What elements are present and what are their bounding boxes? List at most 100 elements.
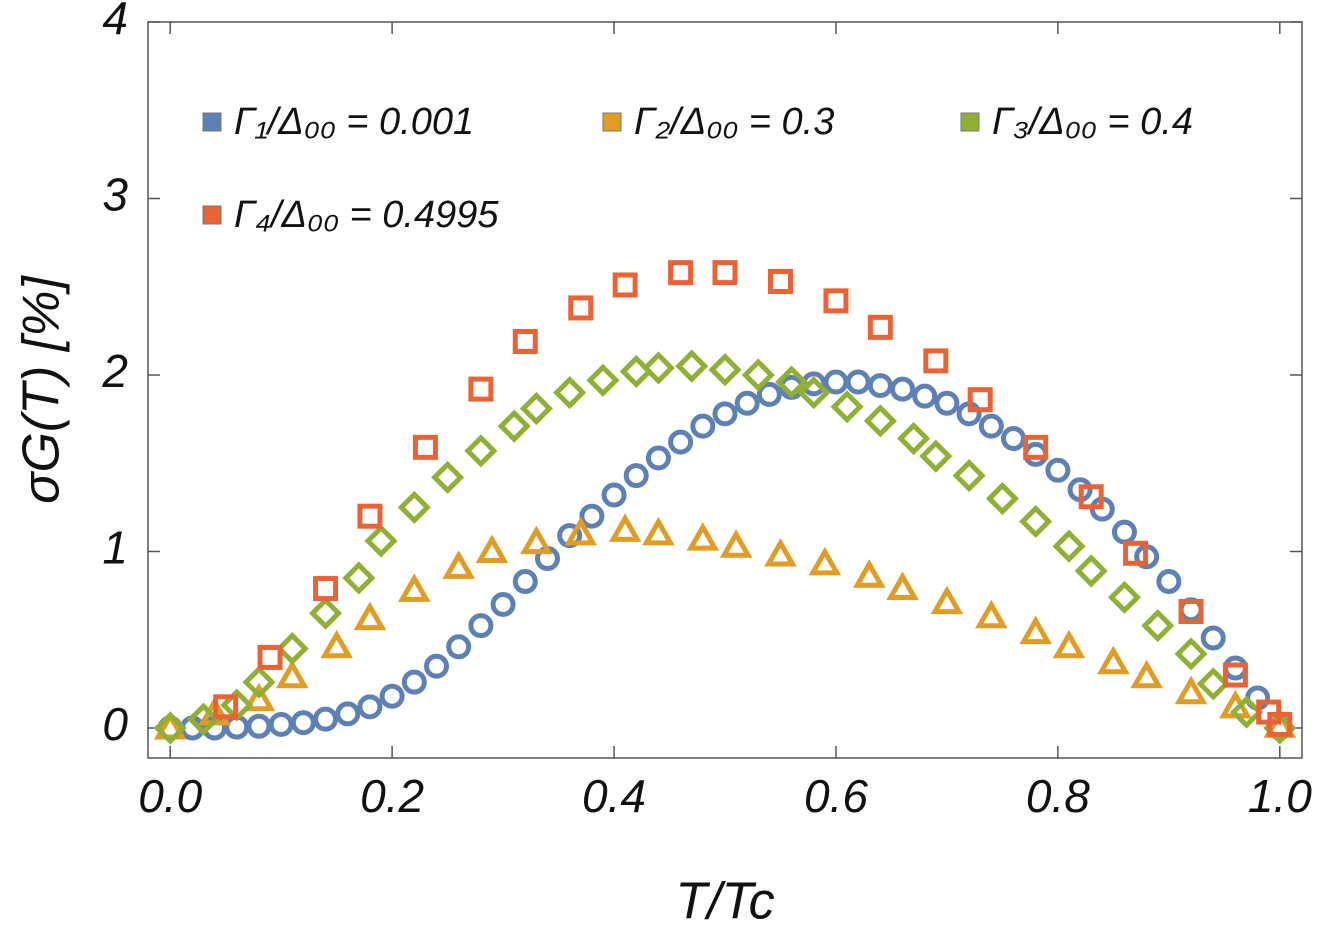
point [512,328,538,354]
point [512,569,538,595]
point [268,711,294,737]
point [675,349,709,383]
x-axis-label: T/Tc [675,873,774,931]
point [1045,457,1071,483]
legend-swatch [602,112,622,132]
point [1130,659,1163,689]
point [397,573,431,602]
point [1097,645,1130,675]
point [320,629,353,659]
point [712,401,738,427]
point [468,376,494,402]
legend-swatch [202,205,222,225]
point [775,365,809,399]
point [912,383,938,409]
point [431,460,465,494]
point [246,713,272,739]
point [564,516,598,546]
plot-frame [147,21,1303,759]
point [823,288,849,314]
point [1023,434,1049,460]
point [257,644,283,670]
point [468,613,494,639]
point [464,434,498,468]
point [1141,609,1175,643]
point [952,459,986,493]
point [519,391,553,426]
y-tick-label: 2 [101,345,128,397]
point [867,314,893,340]
point [1229,695,1264,729]
x-tick-label: 0.6 [804,770,868,822]
legend-swatch [960,112,980,132]
point [1222,655,1248,681]
point [335,701,361,727]
point [985,482,1019,516]
point [919,439,953,473]
point [497,409,531,443]
point [612,272,638,298]
point [867,373,893,399]
point [764,537,797,567]
legend-label: Γ₄/Δ₀₀ = 0.4995 [234,194,499,236]
point [1074,554,1108,588]
point [446,634,472,660]
y-tick-label: 0 [102,698,128,750]
point [830,390,864,424]
point [719,529,753,558]
point [357,503,383,529]
point [712,260,738,286]
point [153,710,187,740]
point [290,710,316,736]
point [797,376,831,410]
point [568,295,594,321]
point [364,524,398,558]
point [686,522,720,551]
point [1174,637,1208,671]
point [1156,569,1182,595]
y-axis-label: σG(T) [%] [13,275,71,504]
point [553,376,587,410]
point [668,260,694,286]
point [1196,667,1230,701]
legend-label: Γ₂/Δ₀₀ = 0.3 [634,101,834,143]
point [923,348,949,374]
point [767,268,793,294]
point [601,482,627,508]
point [708,353,742,387]
point [397,490,431,524]
point [756,381,782,407]
point [1078,484,1104,510]
legend-swatch [202,112,222,132]
point [619,354,653,389]
point [852,559,886,588]
point [1267,711,1293,737]
point [186,702,221,736]
point [623,463,649,489]
point [967,387,993,413]
point [1019,615,1053,645]
point [1001,426,1026,452]
point [579,503,605,529]
point [845,369,871,395]
point [153,711,187,745]
point [690,413,716,439]
point [353,601,387,631]
point [642,516,675,546]
x-tick-label: 0.4 [582,770,646,822]
x-tick-label: 0.0 [138,770,202,822]
point [808,546,842,576]
point [412,434,438,460]
x-tick-label: 0.8 [1026,770,1090,822]
legend-label: Γ₃/Δ₀₀ = 0.4 [992,101,1193,143]
y-tick-label: 1 [102,522,128,574]
point [242,682,276,712]
point [442,550,476,579]
point [1052,529,1086,563]
point [823,369,849,395]
point [608,513,642,542]
point [1111,519,1137,545]
point [275,632,309,666]
point [934,390,960,416]
